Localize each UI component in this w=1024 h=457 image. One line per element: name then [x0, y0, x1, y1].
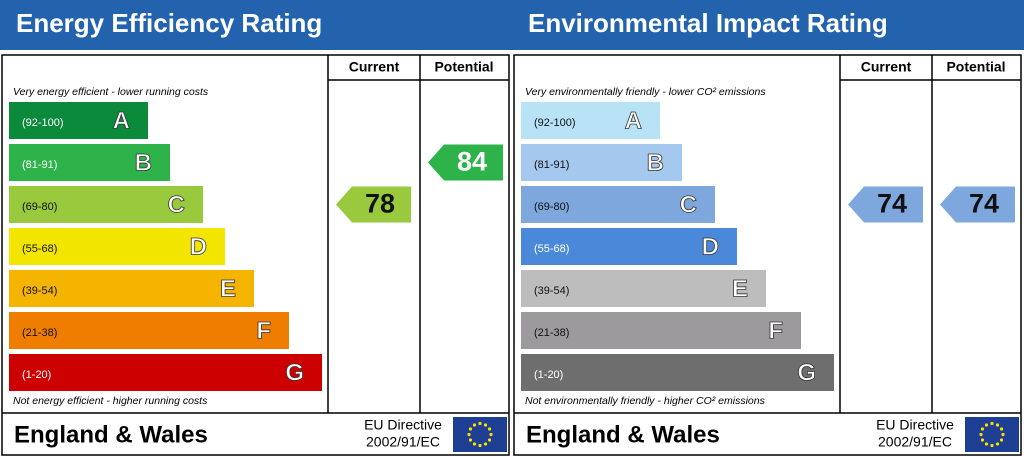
band-letter: E: [732, 275, 748, 302]
band-range: (69-80): [534, 201, 569, 213]
flag-star: [980, 438, 985, 442]
band-letter: C: [680, 191, 697, 218]
column-header: Potential: [434, 59, 493, 75]
band-range: (1-20): [534, 369, 563, 381]
rating-arrow: [336, 186, 411, 223]
flag-star: [478, 443, 482, 448]
flag-star: [995, 442, 1000, 446]
rating-band: [521, 354, 834, 391]
band-letter: F: [768, 317, 783, 344]
band-letter: D: [702, 233, 719, 260]
rating-panel: Energy Efficiency Rating Current Potential…: [1, 8, 510, 456]
flag-star: [999, 427, 1004, 431]
band-range: (81-91): [534, 159, 569, 171]
rating-arrow: [428, 144, 503, 181]
band-range: (92-100): [534, 117, 576, 129]
rating-band: [9, 270, 254, 307]
band-range: (55-68): [22, 243, 57, 255]
column-header: Current: [349, 59, 400, 75]
rating-value: 78: [365, 189, 395, 219]
flag-star: [999, 438, 1004, 442]
flag-star: [483, 423, 488, 427]
rating-band: [521, 186, 715, 223]
rating-band: [9, 186, 203, 223]
band-range: (21-38): [534, 327, 569, 339]
flag-star: [472, 442, 477, 446]
panel-title: Environmental Impact Rating: [528, 8, 888, 38]
rating-value: 74: [877, 189, 907, 219]
band-range: (92-100): [22, 117, 64, 129]
rating-band: [9, 144, 170, 181]
flag-star: [478, 421, 482, 426]
flag-star: [990, 443, 994, 448]
flag-star: [990, 421, 994, 426]
flag-star: [468, 427, 473, 431]
rating-value: 74: [969, 189, 999, 219]
region-label: England & Wales: [526, 421, 720, 448]
band-range: (69-80): [22, 201, 57, 213]
flag-star: [472, 423, 477, 427]
band-letter: C: [168, 191, 185, 218]
header-bar: [0, 0, 1024, 50]
band-range: (55-68): [534, 243, 569, 255]
directive-code: 2002/91/EC: [878, 434, 952, 450]
rating-band: [9, 354, 322, 391]
rating-band: [521, 312, 801, 349]
rating-band: [9, 228, 225, 265]
band-letter: G: [285, 359, 304, 386]
top-note: Very energy efficient - lower running co…: [13, 86, 209, 98]
flag-star: [1001, 432, 1005, 437]
band-range: (39-54): [22, 285, 57, 297]
column-header: Potential: [946, 59, 1005, 75]
band-range: (39-54): [534, 285, 569, 297]
rating-arrow: [848, 186, 923, 223]
panel-frame: [1, 54, 510, 456]
directive-label: EU Directive: [876, 417, 954, 433]
band-range: (1-20): [22, 369, 51, 381]
band-range: (81-91): [22, 159, 57, 171]
rating-band: [521, 228, 737, 265]
flag-star: [489, 432, 493, 437]
flag-star: [984, 423, 989, 427]
rating-panel: Environmental Impact Rating Current Potent…: [513, 8, 1022, 456]
rating-band: [9, 102, 148, 139]
band-letter: A: [113, 107, 130, 134]
band-letter: E: [220, 275, 236, 302]
band-letter: B: [135, 149, 152, 176]
column-header: Current: [861, 59, 912, 75]
rating-band: [521, 102, 660, 139]
band-letter: B: [647, 149, 664, 176]
flag-star: [467, 432, 471, 437]
bottom-note: Not environmentally friendly - higher CO…: [525, 395, 766, 407]
rating-band: [521, 144, 682, 181]
rating-value: 84: [457, 147, 487, 177]
flag-star: [995, 423, 1000, 427]
flag-star: [483, 442, 488, 446]
rating-band: [9, 312, 289, 349]
directive-code: 2002/91/EC: [366, 434, 440, 450]
rating-arrow: [940, 186, 1015, 223]
flag-star: [979, 432, 983, 437]
flag-star: [468, 438, 473, 442]
panel-title: Energy Efficiency Rating: [16, 8, 322, 38]
band-letter: D: [190, 233, 207, 260]
band-range: (21-38): [22, 327, 57, 339]
rating-band: [521, 270, 766, 307]
band-letter: A: [625, 107, 642, 134]
flag-star: [487, 438, 492, 442]
panel-frame: [513, 54, 1022, 456]
region-label: England & Wales: [14, 421, 208, 448]
flag-star: [984, 442, 989, 446]
bottom-note: Not energy efficient - higher running co…: [13, 395, 208, 407]
band-letter: F: [256, 317, 271, 344]
top-note: Very environmentally friendly - lower CO…: [525, 86, 766, 98]
directive-label: EU Directive: [364, 417, 442, 433]
flag-star: [980, 427, 985, 431]
flag-star: [487, 427, 492, 431]
band-letter: G: [797, 359, 816, 386]
